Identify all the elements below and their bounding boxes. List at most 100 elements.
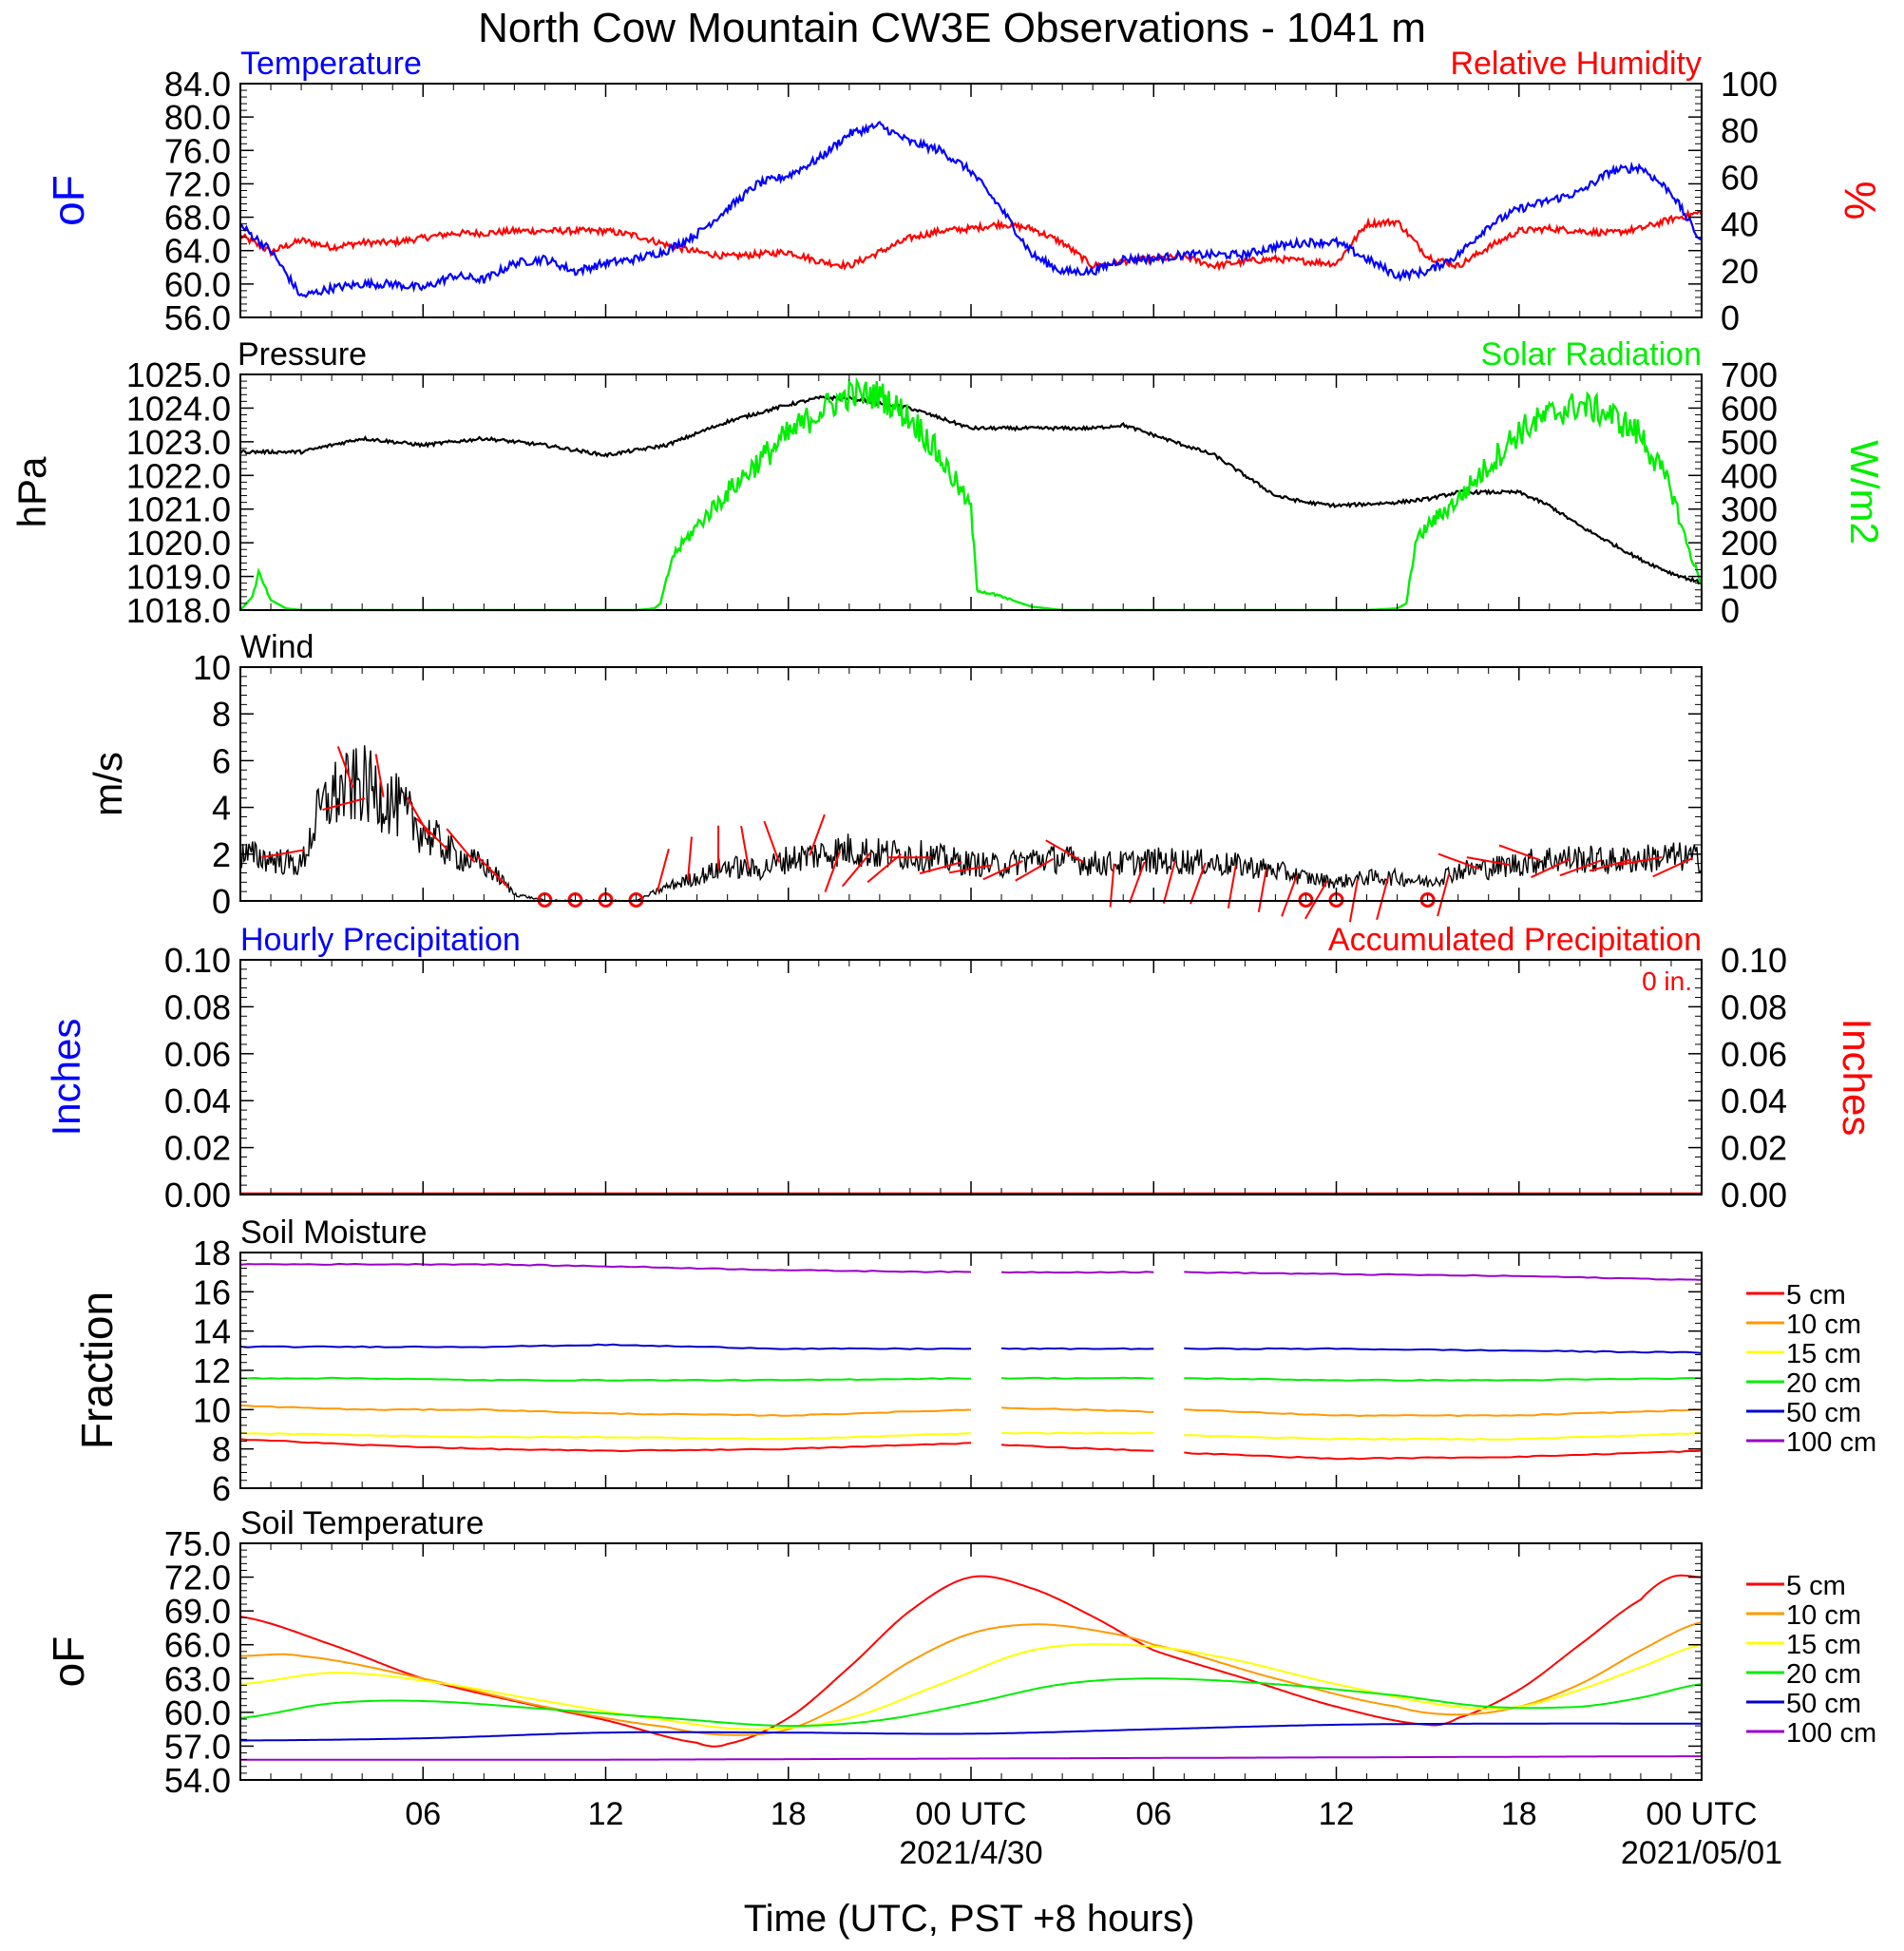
soil-moisture-line [1184, 1377, 1703, 1382]
y-axis-label-left: oF [44, 175, 93, 226]
legend-label: 50 cm [1786, 1398, 1861, 1428]
y-tick-label: 0.08 [164, 987, 231, 1026]
y-axis-label-left: oF [44, 1636, 93, 1688]
x-tick-label: 12 [588, 1796, 624, 1832]
x-date-label: 2021/4/30 [899, 1835, 1042, 1871]
y-tick-label: 72.0 [164, 164, 231, 203]
panel-frame: 54.057.060.063.066.069.072.075.0 [164, 1524, 1703, 1800]
x-axis-label: Time (UTC, PST +8 hours) [744, 1898, 1195, 1940]
soil-moisture-line [239, 1376, 972, 1382]
wind-barb [1190, 862, 1207, 905]
y-axis-label-left: Fraction [72, 1291, 122, 1449]
panel-title-accumulated-precip: Accumulated Precipitation [1328, 922, 1702, 958]
y-right-tick-label: 700 [1721, 355, 1778, 394]
wind-barb [841, 851, 872, 888]
y-axis-label-right: Inches [1835, 1019, 1879, 1137]
y-tick-label: 84.0 [164, 65, 231, 104]
wind-barb [1304, 880, 1328, 920]
y-right-tick-label: 0 [1721, 298, 1740, 337]
wind-barb [406, 796, 430, 836]
wind-barb [1437, 873, 1451, 917]
legend-label: 20 cm [1786, 1368, 1861, 1399]
y-right-tick-label: 600 [1721, 389, 1778, 428]
y-right-tick-label: 100 [1721, 65, 1778, 104]
panel-soil-temperature: Soil Temperature oF 06 12 18 00 UTC 06 12 18 00 U… [44, 1505, 1782, 1871]
wind-barb [763, 820, 781, 863]
temperature-line [239, 120, 1703, 298]
legend-label: 5 cm [1786, 1571, 1846, 1601]
plot-frame [239, 1542, 1703, 1781]
y-tick-label: 1018.0 [126, 591, 231, 630]
soil-temperature-line [239, 1643, 1703, 1731]
wind-barb [1045, 839, 1085, 864]
y-tick-label: 76.0 [164, 131, 231, 170]
y-tick-label: 63.0 [164, 1659, 231, 1698]
panel-title-soil-moisture: Soil Moisture [240, 1215, 428, 1251]
soil-moisture-line [1184, 1347, 1703, 1354]
wind-barb [446, 828, 476, 864]
wind-barb [322, 797, 366, 812]
y-tick-label: 16 [193, 1272, 231, 1311]
y-tick-label: 1019.0 [126, 558, 231, 597]
y-tick-label: 0.00 [164, 1176, 231, 1215]
soil-temperature-line [240, 1755, 1702, 1761]
y-tick-label: 6 [212, 1469, 231, 1508]
y-tick-label: 64.0 [164, 232, 231, 271]
y-tick-label: 14 [193, 1312, 231, 1351]
panel-frame: 1018.01019.01020.01021.01022.01023.01024… [126, 355, 1778, 630]
plot-frame [239, 1252, 1703, 1489]
soil-moisture-line [1000, 1376, 1154, 1380]
legend-label: 5 cm [1786, 1280, 1846, 1310]
plot-frame [239, 83, 1703, 318]
x-tick-label: 18 [1501, 1796, 1537, 1832]
x-tick-label: 12 [1319, 1796, 1355, 1832]
legend-label: 50 cm [1786, 1689, 1861, 1719]
soil-moisture-line [239, 1431, 972, 1441]
panel-frame: 56.060.064.068.072.076.080.084.0 0 20 40 60 8… [164, 65, 1778, 337]
y-tick-label: 8 [212, 1430, 231, 1469]
legend-label: 10 cm [1786, 1600, 1861, 1631]
wind-barb [1652, 857, 1693, 878]
wind-barb [476, 855, 509, 889]
wind-barb [1128, 861, 1146, 904]
y-tick-label: 10 [193, 1390, 231, 1429]
wind-barb [948, 864, 993, 874]
y-right-tick-label: 80 [1721, 111, 1759, 150]
legend-label: 10 cm [1786, 1310, 1861, 1340]
y-right-tick-label: 500 [1721, 423, 1778, 462]
panel-title-humidity: Relative Humidity [1450, 46, 1702, 82]
soil-moisture-line [1000, 1431, 1154, 1435]
wind-barb [1162, 860, 1176, 904]
wind-barb [1498, 844, 1541, 862]
y-tick-label: 1021.0 [126, 490, 231, 529]
y-right-tick-label: 0.06 [1721, 1035, 1787, 1074]
accumulated-total-annotation: 0 in. [1642, 966, 1692, 996]
wind-barb [687, 836, 693, 881]
soil-moisture-line [1184, 1449, 1703, 1461]
y-tick-label: 18 [193, 1234, 231, 1272]
wind-barb [1589, 858, 1632, 872]
y-right-tick-label: 0.10 [1721, 941, 1787, 980]
y-axis-label-right: W/m2 [1842, 440, 1887, 545]
y-axis-label-left: Inches [44, 1019, 88, 1137]
panel-title-soil-temperature: Soil Temperature [240, 1505, 484, 1541]
x-tick-label: 00 UTC [915, 1796, 1026, 1832]
y-right-tick-label: 20 [1721, 252, 1759, 291]
y-right-tick-label: 300 [1721, 490, 1778, 529]
y-tick-label: 57.0 [164, 1727, 231, 1766]
x-tick-label: 00 UTC [1646, 1796, 1757, 1832]
soil-moisture-line [1184, 1271, 1703, 1281]
soil-temperature-line [239, 1574, 1703, 1748]
soil-moisture-line [239, 1404, 972, 1417]
panel-soil-moisture: Soil Moisture Fraction [72, 1215, 1703, 1461]
soil-temperature-line [239, 1677, 1703, 1728]
wind-barb [1376, 877, 1389, 921]
y-tick-label: 75.0 [164, 1524, 231, 1563]
soil-moisture-line [239, 1343, 972, 1350]
plot-frame [239, 666, 1703, 902]
soil-moisture-line [1184, 1408, 1703, 1418]
